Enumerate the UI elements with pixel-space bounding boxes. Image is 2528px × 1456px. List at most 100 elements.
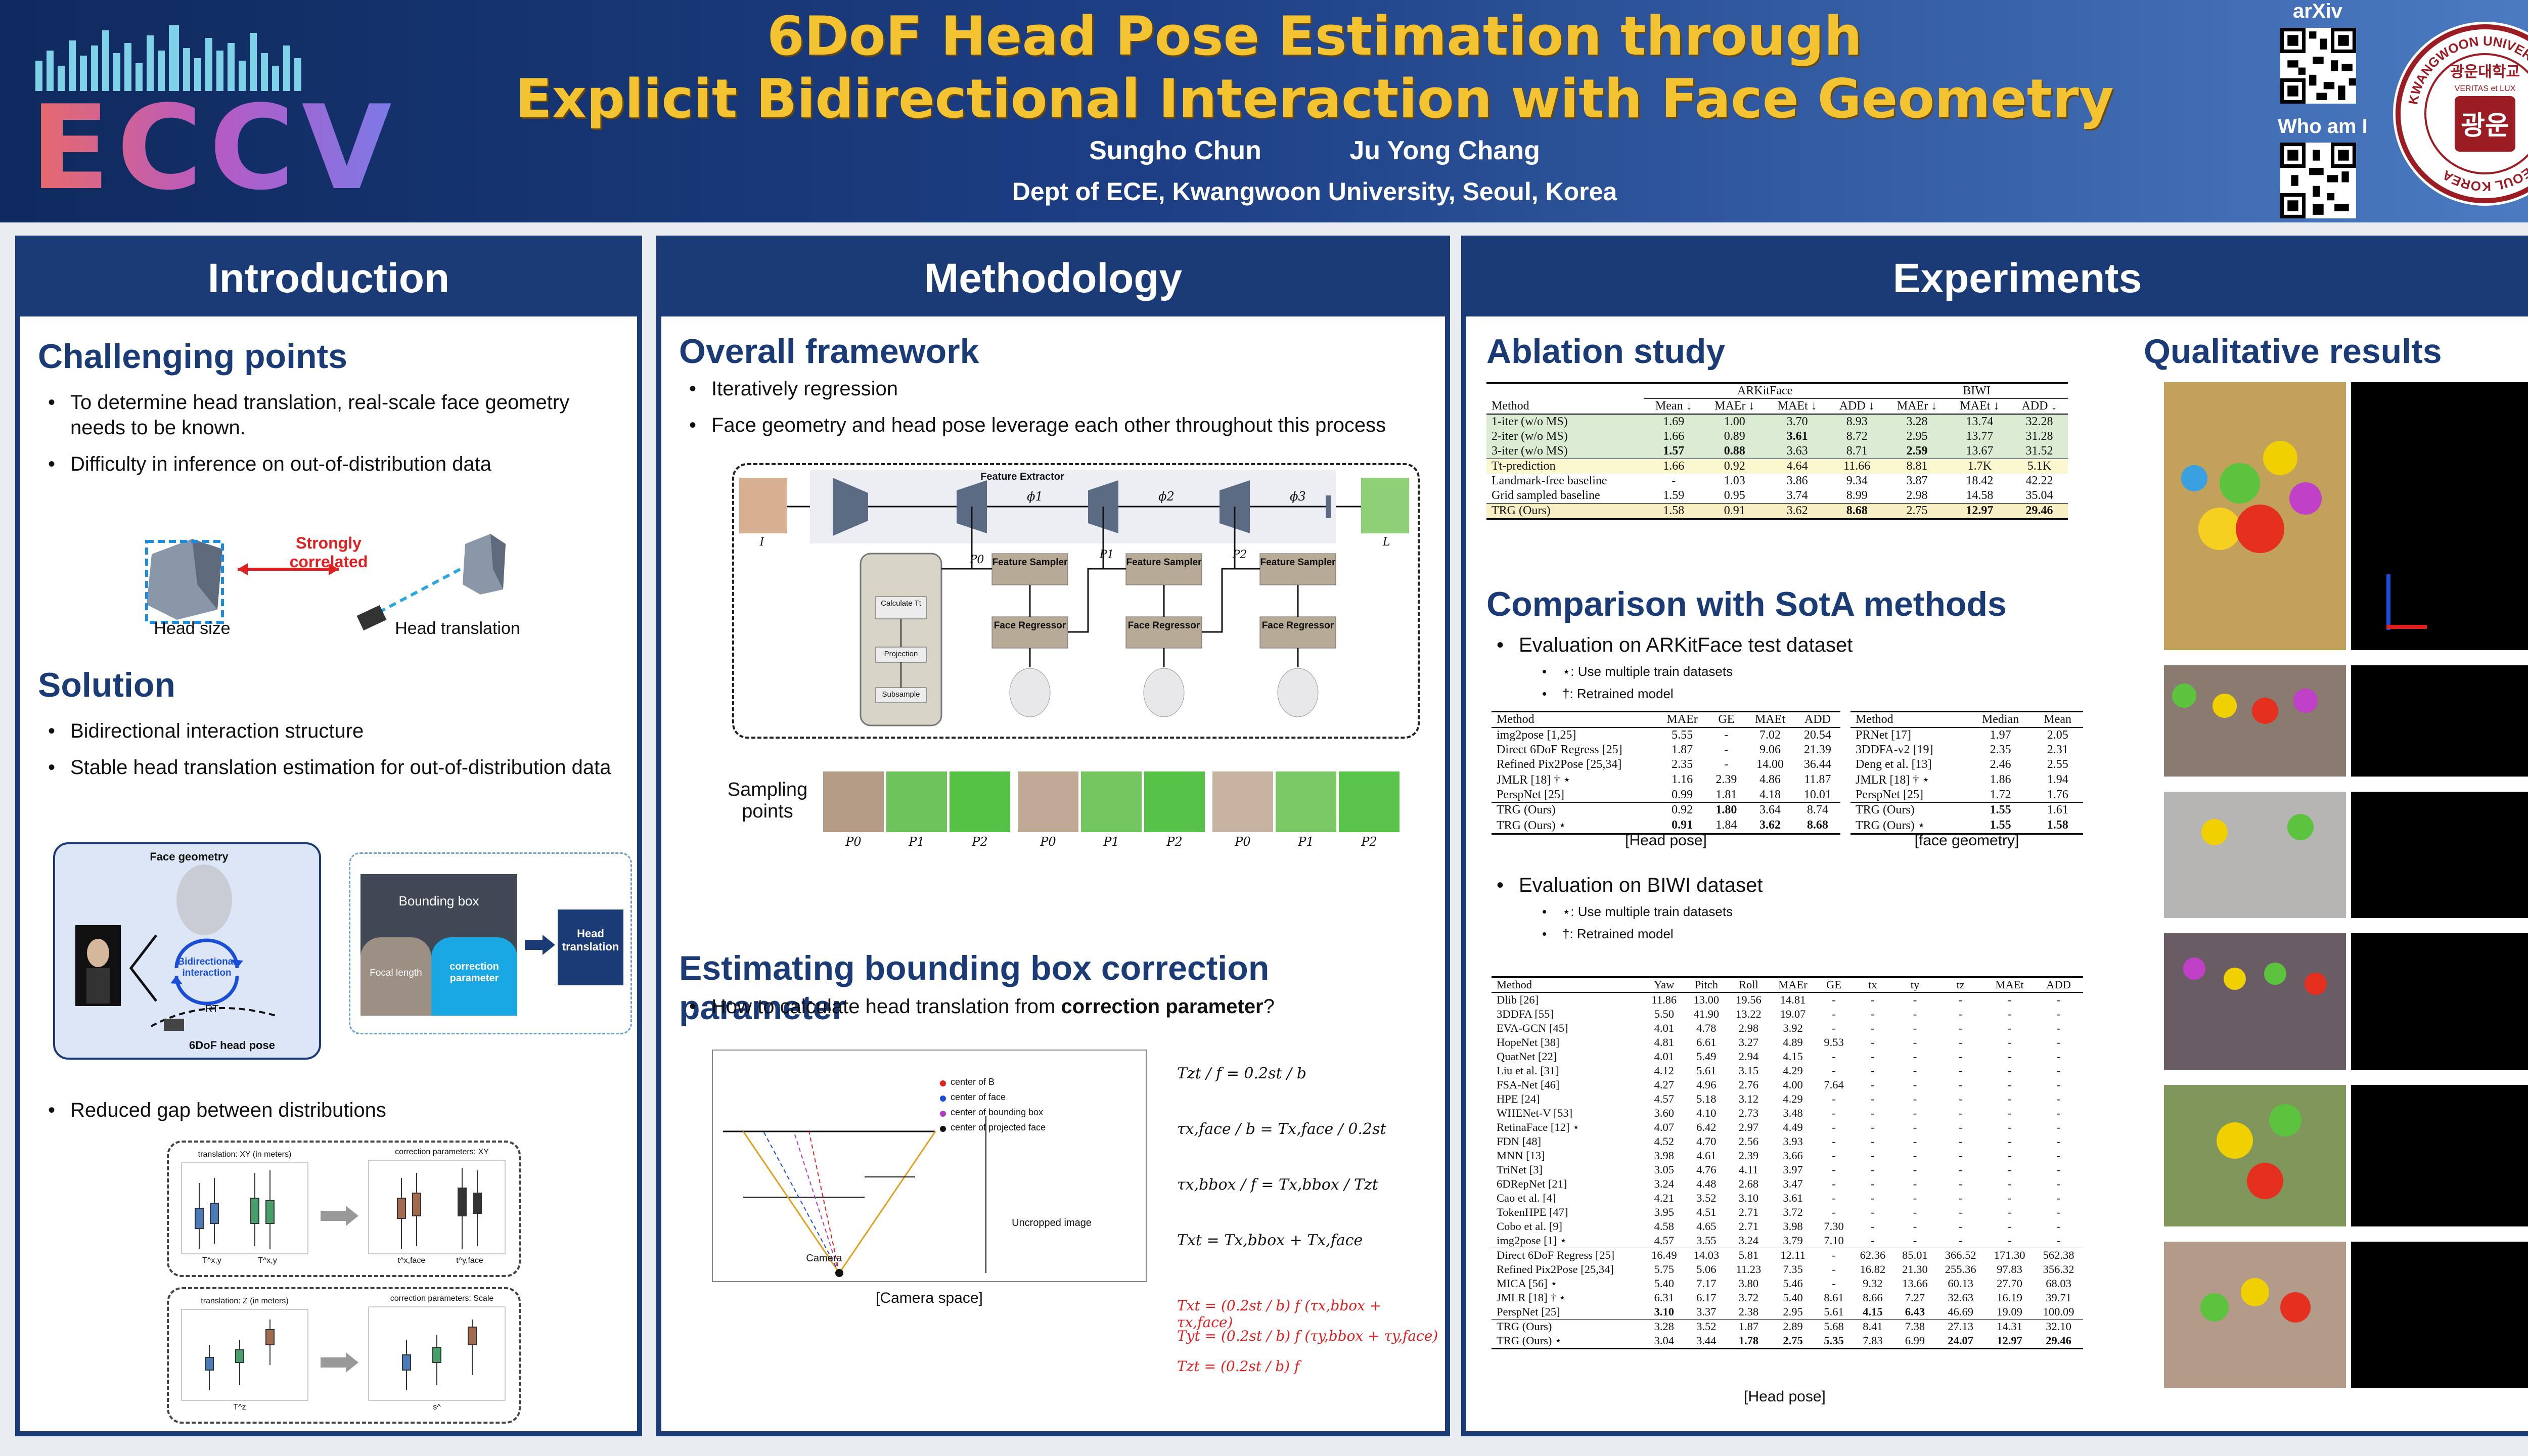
sampling-caption: P2 — [1166, 835, 1183, 849]
legend-dagger: †: Retrained model — [1542, 923, 1845, 945]
table-cell: - — [1871, 1064, 1875, 1077]
table-cell: - — [2007, 1022, 2012, 1034]
ablation-title: Ablation study — [1486, 332, 1726, 371]
table-cell: - — [1913, 1107, 1917, 1119]
head-translation-label: Head translation — [395, 619, 520, 638]
kwangwoon-seal-icon: KWANGWOON UNIVERSITY MAY 1934 SEOUL KORE… — [2393, 22, 2528, 206]
table-cell: 13.66 — [1902, 1277, 1928, 1290]
table-cell: 8.72 — [1828, 429, 1886, 444]
table-cell: JMLR [18] † ⋆ — [1856, 774, 1930, 787]
table-cell: 24.07 — [1936, 1334, 1985, 1349]
table-cell: TriNet [3] — [1497, 1163, 1543, 1176]
table-cell: 0.89 — [1703, 429, 1767, 444]
table-cell: - — [1958, 1192, 1963, 1204]
table-cell: - — [1832, 1177, 1836, 1190]
solution-title: Solution — [38, 666, 175, 704]
table-cell: 7.38 — [1893, 1319, 1936, 1334]
correction-parameter-label: correction parameter — [449, 961, 499, 984]
table-cell: 31.28 — [2010, 429, 2068, 444]
table-cell: 8.81 — [1885, 459, 1949, 474]
projection-label: Projection — [884, 650, 918, 658]
table-cell: 4.57 — [1654, 1093, 1674, 1105]
tick-label: T^x,y — [202, 1256, 221, 1265]
table-cell: - — [2056, 1078, 2061, 1091]
bidirectional-label: Bidirectional interaction — [177, 957, 236, 978]
table-cell: - — [1958, 1206, 1963, 1218]
table-cell: 6DRepNet [21] — [1497, 1177, 1567, 1190]
legend-star: ⋆: Use multiple train datasets — [1542, 660, 1845, 682]
table-row: Direct 6DoF Regress [25] 1.87 - 9.06 21.39 — [1492, 743, 1840, 757]
table-cell: 2.71 — [1738, 1206, 1759, 1218]
table-row: PRNet [17] 1.97 2.05 — [1850, 727, 2083, 743]
table-cell: 27.13 — [1936, 1319, 1985, 1334]
table-cell: PRNet [17] — [1856, 729, 1911, 742]
challenging-point: Difficulty in inference on out-of-distri… — [48, 451, 619, 477]
table-row: Dlib [26] 11.86 13.00 19.56 14.81 - - - - - - — [1492, 992, 2083, 1007]
table-row: TRG (Ours) 3.28 3.52 1.87 2.89 5.68 8.41 7.38 27… — [1492, 1319, 2083, 1334]
table-cell: 11.66 — [1828, 459, 1886, 474]
table-cell: 5.61 — [1696, 1064, 1717, 1077]
table-cell: 3DDFA [55] — [1497, 1008, 1554, 1020]
table-header-cell: GE — [1707, 711, 1746, 728]
table-cell: 3.98 — [1783, 1220, 1803, 1233]
table-cell: 4.61 — [1696, 1149, 1717, 1162]
table-cell: - — [2056, 1149, 2061, 1162]
arxiv-qr-icon[interactable] — [2280, 28, 2356, 104]
table-cell: 4.00 — [1783, 1078, 1803, 1091]
table-row: TokenHPE [47] 3.95 4.51 2.71 3.72 - - - - - - — [1492, 1205, 2083, 1219]
table-cell: 31.52 — [2010, 444, 2068, 459]
methodology-panel: Methodology Overall framework Iterativel… — [656, 236, 1450, 1436]
table-cell: 4.51 — [1696, 1206, 1717, 1218]
table-header-cell: tz — [1936, 976, 1985, 993]
pose-label: P0 — [969, 554, 984, 566]
table-cell: 29.46 — [2034, 1334, 2083, 1349]
table-cell: 1.81 — [1716, 788, 1737, 801]
table-cell: 1.55 — [1968, 817, 2033, 835]
sampling-caption: P1 — [1103, 835, 1119, 849]
table-cell: - — [1871, 1192, 1875, 1204]
table-cell: - — [2007, 1220, 2012, 1233]
ark-geo-caption: [face geometry] — [1914, 832, 2019, 849]
table-cell: 3.28 — [1643, 1319, 1686, 1334]
table-cell: - — [1832, 1121, 1836, 1133]
table-cell: 14.31 — [1985, 1319, 2034, 1334]
table-cell: 4.27 — [1654, 1078, 1674, 1091]
table-cell: WHENet-V [53] — [1497, 1107, 1573, 1119]
table-header-cell: Method — [1492, 976, 1643, 993]
table-cell: - — [1913, 1206, 1917, 1218]
table-cell: 1.86 — [1990, 773, 2011, 786]
table-cell: 3.47 — [1783, 1177, 1803, 1190]
table-cell: 5.55 — [1672, 729, 1693, 742]
table-cell: - — [1871, 1008, 1875, 1020]
table-cell: 5.50 — [1654, 1008, 1674, 1020]
scale-correction-title: correction parameters: Scale — [390, 1294, 494, 1303]
calculate-label: Calculate Tt — [881, 599, 921, 608]
table-cell: 5.49 — [1696, 1050, 1717, 1063]
table-cell: 19.07 — [1780, 1008, 1806, 1020]
table-cell: - — [1871, 1177, 1875, 1190]
table-cell: 2.76 — [1738, 1078, 1759, 1091]
whoami-qr-icon[interactable] — [2280, 143, 2356, 218]
table-cell: - — [2007, 1234, 2012, 1247]
methodology-heading: Methodology — [661, 241, 1445, 316]
table-cell: 14.00 — [1756, 758, 1784, 771]
head-translation-box-label: Head translation — [562, 927, 619, 953]
table-cell: 29.46 — [2010, 503, 2068, 520]
bbox-figure: Bounding box Focal length correction par… — [349, 852, 632, 1034]
table-cell: - — [1832, 1192, 1836, 1204]
table-cell: - — [2056, 1234, 2061, 1247]
table-cell: 3.92 — [1783, 1022, 1803, 1034]
qualitative-title: Qualitative results — [2144, 332, 2442, 371]
table-cell: Cao et al. [4] — [1497, 1192, 1556, 1204]
table-cell: 3.72 — [1738, 1291, 1759, 1304]
table-cell: 18.42 — [1966, 474, 1994, 487]
sampling-caption: P1 — [909, 835, 925, 849]
xy-translation-title: translation: XY (in meters) — [198, 1150, 292, 1159]
ark-pose-caption: [Head pose] — [1625, 832, 1707, 849]
table-cell: HPE [24] — [1497, 1093, 1540, 1105]
table-cell: - — [1871, 1107, 1875, 1119]
uncropped-image-label: Uncropped image — [1012, 1217, 1092, 1228]
table-cell: 1.58 — [2032, 817, 2083, 835]
table-cell: 32.63 — [1948, 1291, 1973, 1304]
table-cell: 2.73 — [1738, 1107, 1759, 1119]
